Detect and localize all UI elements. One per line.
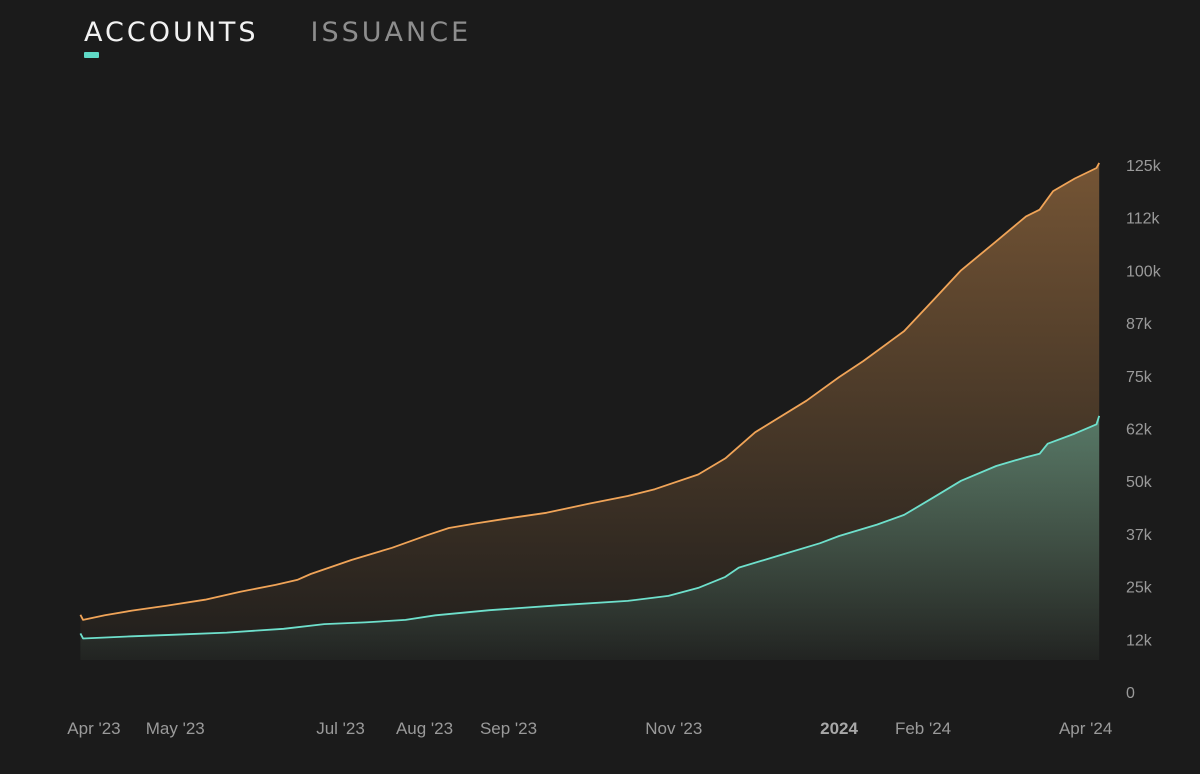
- tab-accounts[interactable]: ACCOUNTS: [84, 16, 259, 58]
- series-1-line: [79, 415, 1101, 640]
- series-areas: [80, 162, 1100, 660]
- x-tick-label: Feb '24: [895, 719, 951, 738]
- x-tick-label: Jul '23: [316, 719, 365, 738]
- x-tick-label: Sep '23: [480, 719, 537, 738]
- x-tick-label: Apr '24: [1059, 719, 1112, 738]
- tab-issuance[interactable]: ISSUANCE: [311, 16, 472, 50]
- x-tick-label: 2024: [820, 719, 858, 738]
- y-tick-label: 37k: [1126, 527, 1153, 544]
- tab-issuance-label: ISSUANCE: [310, 17, 472, 48]
- y-tick-label: 0: [1126, 685, 1135, 702]
- y-tick-label: 25k: [1126, 580, 1153, 597]
- y-tick-label: 50k: [1126, 474, 1153, 491]
- x-axis: Apr '23 May '23 Jul '23 Aug '23 Sep '23 Nov '…: [67, 719, 1112, 738]
- x-tick-label: Aug '23: [396, 719, 453, 738]
- series-1-area: [80, 415, 1100, 660]
- series-lines: [79, 162, 1101, 640]
- series-0-line: [79, 162, 1100, 621]
- y-axis: 0 12k 25k 37k 50k 62k 75k 87k 100k 112k 125k: [1126, 158, 1162, 702]
- tab-bar: ACCOUNTS ISSUANCE: [84, 16, 472, 58]
- y-tick-label: 125k: [1126, 158, 1162, 175]
- y-tick-label: 12k: [1126, 632, 1153, 649]
- active-tab-indicator: [84, 52, 99, 58]
- y-tick-label: 112k: [1126, 211, 1161, 228]
- x-tick-label: Nov '23: [645, 719, 702, 738]
- tab-accounts-label: ACCOUNTS: [84, 17, 259, 48]
- x-tick-label: Apr '23: [67, 719, 120, 738]
- y-tick-label: 87k: [1126, 316, 1153, 333]
- y-tick-label: 100k: [1126, 263, 1162, 280]
- y-tick-label: 62k: [1126, 422, 1153, 439]
- x-tick-label: May '23: [146, 719, 205, 738]
- y-tick-label: 75k: [1126, 369, 1153, 386]
